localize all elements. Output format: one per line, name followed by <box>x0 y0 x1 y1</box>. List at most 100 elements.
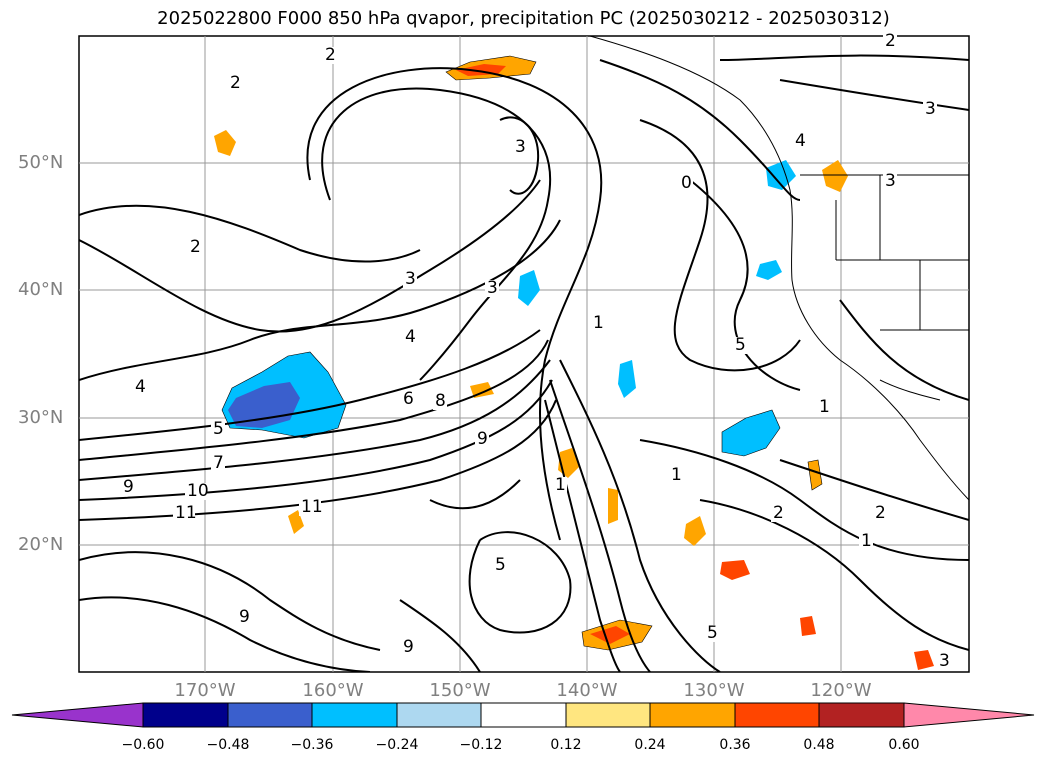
contour-label: 3 <box>939 651 950 671</box>
contour-label: 1 <box>819 397 830 417</box>
colorbar-bin-5 <box>480 702 567 728</box>
contour-label-bg <box>553 477 567 494</box>
contour-label: 5 <box>495 555 506 575</box>
contour-label-bg <box>937 653 951 670</box>
colorbar-tick: −0.60 <box>121 737 165 753</box>
contour-label-bg <box>188 239 202 256</box>
colorbar-bin-9 <box>818 702 905 728</box>
colorbar-tick: −0.12 <box>459 737 503 753</box>
contour-label: 4 <box>795 131 806 151</box>
colorbar-tick: −0.48 <box>206 737 250 753</box>
colorbar-tick: 0.12 <box>550 737 582 753</box>
contour-label: 5 <box>707 623 718 643</box>
contour-label-bg <box>228 75 242 92</box>
lat-label-50n: 50°N <box>18 152 64 173</box>
colorbar-bin-6 <box>565 702 651 728</box>
contour-label-bg <box>403 329 417 346</box>
colorbar-bin-3 <box>311 702 398 728</box>
contour-label-bg <box>493 557 507 574</box>
precip-fills <box>214 55 934 670</box>
positive-precip-f <box>807 459 823 491</box>
contour-label-bg <box>669 467 683 484</box>
positive-precip-i <box>608 488 618 524</box>
contour-label-bg <box>185 483 207 500</box>
lon-label-170w: 170°W <box>174 680 236 701</box>
map-title: 2025022800 F000 850 hPa qvapor, precipit… <box>157 8 890 29</box>
contour-label: 2 <box>325 45 336 65</box>
negative-precip-e <box>721 409 781 457</box>
contour-label-bg <box>485 280 499 297</box>
contour-label-bg <box>883 33 897 50</box>
lon-label-130w: 130°W <box>683 680 745 701</box>
contour-label: 2 <box>885 31 896 51</box>
contour-label-bg <box>403 271 417 288</box>
lon-label-140w: 140°W <box>556 680 618 701</box>
contour-label: 3 <box>515 137 526 157</box>
colorbar-tick: 0.24 <box>634 737 666 753</box>
contour-label-bg <box>211 421 225 438</box>
colorbar-tick: 0.60 <box>888 737 920 753</box>
contour-label: 3 <box>885 171 896 191</box>
contour-label-bg <box>211 455 225 472</box>
contour-label: 4 <box>405 327 416 347</box>
contour-label-bg <box>591 315 605 332</box>
contour-label: 1 <box>861 531 872 551</box>
contour-label-bg <box>793 133 807 150</box>
colorbar <box>11 702 1035 728</box>
contour-label: 3 <box>925 99 936 119</box>
colorbar-bin-8 <box>734 702 820 728</box>
colorbar-bin-1 <box>142 702 229 728</box>
contour-label-bg <box>923 101 937 118</box>
colorbar-bin-7 <box>649 702 736 728</box>
contour-label: 7 <box>213 453 224 473</box>
lat-label-30n: 30°N <box>18 407 64 428</box>
contour-label: 2 <box>773 503 784 523</box>
contour-label-bg <box>299 499 321 516</box>
contour-label-bg <box>401 391 415 408</box>
contour-label-bg <box>121 479 135 496</box>
negative-precip-mid <box>618 360 636 398</box>
colorbar-min-extend <box>11 702 144 728</box>
contour-label: 2 <box>230 73 241 93</box>
colorbar-bin-4 <box>396 702 482 728</box>
colorbar-tick: −0.36 <box>290 737 334 753</box>
contour-label-bg <box>475 431 489 448</box>
contour-label-bg <box>237 609 251 626</box>
contour-label-bg <box>133 379 147 396</box>
contour-label-bg <box>771 505 785 522</box>
contour-label: 2 <box>875 503 886 523</box>
map-frame <box>78 35 970 673</box>
contour-label-bg <box>401 639 415 656</box>
contour-label: 9 <box>477 429 488 449</box>
contour-label: 8 <box>435 391 446 411</box>
contour-label: 5 <box>735 335 746 355</box>
lon-label-120w: 120°W <box>810 680 872 701</box>
negative-precip-n <box>518 270 540 306</box>
contour-label: 3 <box>405 269 416 289</box>
lat-label-20n: 20°N <box>18 534 64 555</box>
lon-label-160w: 160°W <box>302 680 364 701</box>
contour-label: 4 <box>135 377 146 397</box>
contour-label-bg <box>859 533 873 550</box>
lon-label-150w: 150°W <box>429 680 491 701</box>
contour-label-bg <box>433 393 447 410</box>
colorbar-max-extend <box>903 702 1035 728</box>
positive-precip-a <box>214 130 236 156</box>
contour-label: 9 <box>123 477 134 497</box>
positive-precip-j <box>470 382 494 398</box>
contour-label: 3 <box>487 278 498 298</box>
contour-label: 11 <box>301 497 323 517</box>
positive-precip-k <box>800 616 816 636</box>
contour-label: 0 <box>681 173 692 193</box>
contour-label: 11 <box>175 503 197 523</box>
positive-precip-b <box>822 160 848 192</box>
colorbar-tick: 0.48 <box>803 737 835 753</box>
contour-label: 5 <box>213 419 224 439</box>
contour-label-bg <box>173 505 195 522</box>
contour-label: 9 <box>403 637 414 657</box>
contour-label: 6 <box>403 389 414 409</box>
coastline <box>589 36 969 501</box>
contour-label-bg <box>513 139 527 156</box>
colorbar-bin-2 <box>227 702 313 728</box>
